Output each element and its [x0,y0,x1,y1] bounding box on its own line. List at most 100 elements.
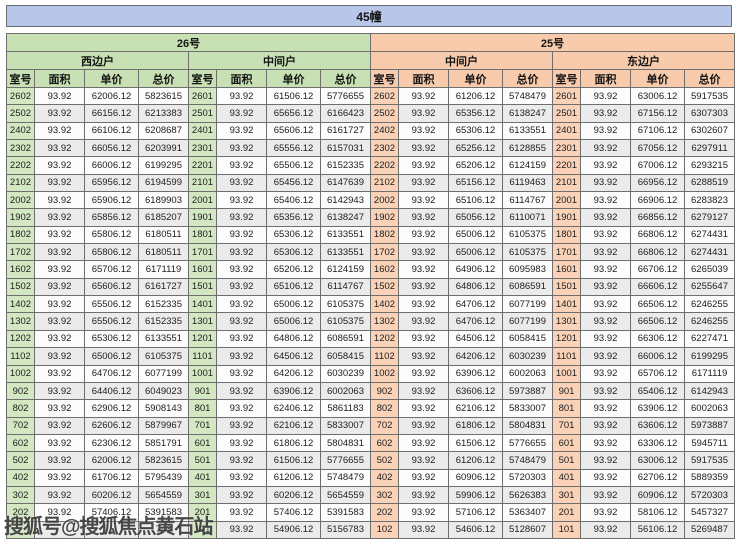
room-cell: 701 [188,416,217,435]
table-cell: 93.92 [398,277,449,297]
table-cell: 6105375 [502,243,553,262]
room-cell: 1201 [552,329,581,349]
table-cell: 5748479 [320,468,371,487]
table-cell: 93.92 [398,416,449,435]
room-cell: 802 [6,399,35,418]
table-cell: 63006.12 [630,451,685,470]
table-cell: 6095983 [502,260,553,279]
table-cell: 65256.12 [448,139,503,158]
table-cell: 93.92 [398,156,449,175]
table-row: 2402 93.92 66106.12 6208687 2401 93.92 65606.1… [6,121,735,141]
table-cell: 6030239 [502,347,553,366]
table-row: 1502 93.92 65606.12 6161727 1501 93.92 65106.1… [6,277,735,297]
table-cell: 93.92 [34,485,85,505]
table-cell: 61206.12 [266,468,321,487]
table-cell: 6133551 [502,121,553,141]
table-cell: 6077199 [502,312,553,331]
table-cell: 6246255 [684,312,735,331]
table-row: 2602 93.92 62006.12 5823615 2601 93.92 61506.1… [6,86,735,106]
unit-header-west: 西边户 [6,51,189,70]
room-cell: 1901 [188,208,217,227]
table-cell: 5973887 [684,416,735,435]
table-cell: 67106.12 [630,121,685,141]
table-cell: 61506.12 [266,451,321,470]
room-cell: 1302 [6,312,35,331]
room-cell: 302 [6,485,35,505]
table-row: 1702 93.92 65806.12 6180511 1701 93.92 65306.1… [6,243,735,262]
room-cell: 401 [188,468,217,487]
table-cell: 6166423 [320,104,371,123]
room-cell: 601 [552,433,581,453]
room-cell: 1002 [370,364,399,383]
room-cell: 1501 [188,277,217,297]
room-cell: 1301 [188,312,217,331]
table-cell: 60206.12 [266,485,321,505]
table-cell: 5269487 [684,520,735,540]
table-cell: 67156.12 [630,104,685,123]
room-cell: 2602 [370,86,399,106]
table-cell: 93.92 [216,520,267,540]
table-cell: 93.92 [216,173,267,193]
table-cell: 65006.12 [84,347,139,366]
room-cell: 1701 [188,243,217,262]
table-cell: 6002063 [502,364,553,383]
table-cell: 5654559 [320,485,371,505]
table-cell: 6180511 [138,243,189,262]
table-cell: 5391583 [138,503,189,522]
table-cell: 5861183 [320,399,371,418]
table-cell: 5804831 [320,433,371,453]
table-cell: 93.92 [398,208,449,227]
room-cell: 1101 [552,347,581,366]
table-cell: 93.92 [398,347,449,366]
room-cell: 501 [188,451,217,470]
table-cell: 6189903 [138,191,189,210]
table-cell: 5917535 [684,86,735,106]
room-cell: 1501 [552,277,581,297]
table-cell: 62606.12 [84,416,139,435]
table-cell: 5748479 [502,451,553,470]
table-cell: 5776655 [502,433,553,453]
table-cell: 6119463 [502,173,553,193]
room-cell: 2201 [552,156,581,175]
room-cell: 301 [188,485,217,505]
table-cell: 64806.12 [266,329,321,349]
table-cell: 93.92 [34,416,85,435]
table-cell: 5626383 [502,485,553,505]
table-cell: 93.92 [398,173,449,193]
table-cell: 61206.12 [448,451,503,470]
room-cell: 902 [370,381,399,401]
table-cell: 6246255 [684,295,735,314]
table-cell: 62106.12 [266,416,321,435]
section-header-row: 26号 25号 [6,33,735,52]
room-cell: 101 [188,520,217,540]
table-cell: 66606.12 [630,277,685,297]
table-cell: 93.92 [34,243,85,262]
table-cell: 93.92 [580,277,631,297]
table-cell: 6180511 [138,225,189,245]
room-cell: 102 [370,520,399,540]
table-cell: 6161727 [138,277,189,297]
table-cell [34,520,85,540]
room-cell: 1101 [188,347,217,366]
table-row: 1902 93.92 65856.12 6185207 1901 93.92 65356.1… [6,208,735,227]
table-cell: 64706.12 [84,364,139,383]
table-cell: 93.92 [580,139,631,158]
table-row: 202 93.92 57406.12 5391583 201 93.92 57406.12 5… [6,503,735,522]
table-cell: 5363407 [502,503,553,522]
price-table: 26号 25号 西边户 中间户 中间户 东边户 室号 面积 单价 总价 室号 面积 单价 总价… [6,33,735,540]
room-cell: 2402 [6,121,35,141]
table-cell: 65356.12 [448,104,503,123]
table-cell: 66856.12 [630,208,685,227]
table-cell: 5908143 [138,399,189,418]
column-header: 总价 [502,69,553,88]
column-header: 总价 [138,69,189,88]
table-cell: 5945711 [684,433,735,453]
room-cell: 1402 [6,295,35,314]
table-cell: 93.92 [580,191,631,210]
table-cell: 93.92 [216,191,267,210]
table-cell: 64206.12 [448,347,503,366]
table-cell: 59906.12 [448,485,503,505]
column-header: 单价 [266,69,321,88]
table-cell: 93.92 [398,312,449,331]
